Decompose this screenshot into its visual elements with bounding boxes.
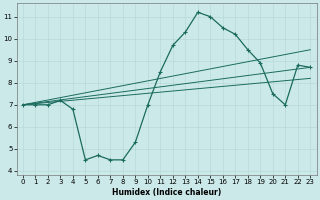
- X-axis label: Humidex (Indice chaleur): Humidex (Indice chaleur): [112, 188, 221, 197]
